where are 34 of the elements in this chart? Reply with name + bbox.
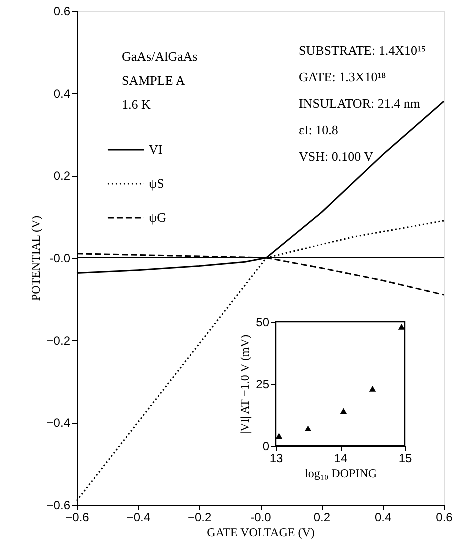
annotation: SUBSTRATE: 1.4X10¹⁵ — [299, 43, 426, 58]
annotation: GATE: 1.3X10¹⁸ — [299, 70, 387, 84]
legend-label: ψG — [149, 210, 167, 225]
y-tick-label: 25 — [256, 378, 270, 392]
y-tick-label: 0.2 — [54, 169, 71, 184]
annotation: VSH: 0.100 V — [299, 149, 374, 164]
y-tick-label: 0.4 — [54, 86, 71, 101]
legend-label: VI — [149, 142, 163, 157]
y-tick-label: −0.4 — [46, 416, 71, 430]
x-tick-label: 13 — [270, 452, 284, 466]
legend-label: ψS — [149, 176, 164, 191]
x-axis-title: log₁₀ DOPING — [304, 466, 378, 480]
x-axis-title: GATE VOLTAGE (V) — [207, 526, 315, 540]
y-tick-label: -0.0 — [50, 252, 71, 266]
y-tick-label: −0.2 — [46, 334, 71, 348]
y-tick-label: 0 — [262, 440, 270, 454]
y-tick-label: −0.6 — [46, 498, 71, 512]
x-tick-label: −0.6 — [66, 510, 90, 524]
y-tick-label: 50 — [256, 316, 270, 330]
x-tick-label: 0.4 — [374, 510, 392, 524]
x-tick-label: 0.2 — [314, 510, 331, 524]
annotation: GaAs/AlGaAs — [122, 49, 198, 64]
y-axis-title: |VI| AT −1.0 V (mV) — [238, 334, 252, 434]
annotation: SAMPLE A — [122, 73, 186, 88]
x-tick-label: −0.2 — [188, 510, 212, 524]
y-tick-label: 0.6 — [54, 4, 71, 18]
x-tick-label: −0.4 — [126, 510, 151, 524]
x-tick-label: 14 — [334, 452, 348, 466]
annotation: εI: 10.8 — [299, 122, 338, 138]
annotation: INSULATOR: 21.4 nm — [299, 96, 420, 111]
x-tick-label: 15 — [398, 452, 412, 466]
annotation: 1.6 K — [122, 97, 152, 112]
y-axis-title: POTENTIAL (V) — [28, 216, 43, 302]
x-tick-label: 0.6 — [436, 510, 454, 524]
